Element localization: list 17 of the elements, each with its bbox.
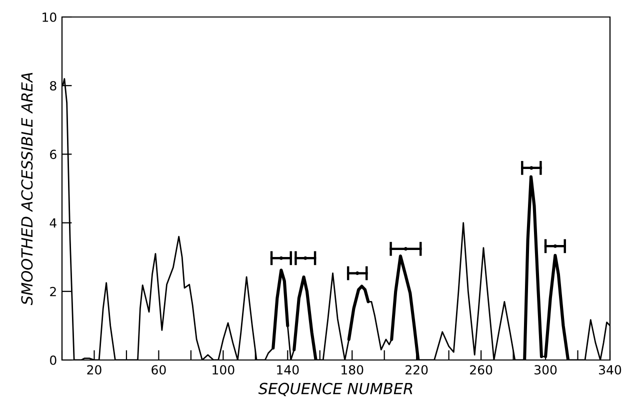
- x-tick-label: 340: [599, 365, 622, 375]
- x-tick-label: 260: [470, 365, 492, 375]
- y-tick-label: 8: [50, 81, 56, 91]
- x-tick-label: 180: [342, 365, 364, 375]
- x-tick-label: 20: [87, 365, 102, 375]
- y-tick-label: 6: [50, 150, 56, 160]
- x-tick-label: 220: [406, 365, 428, 375]
- y-tick-label: 10: [42, 12, 56, 22]
- y-axis-title: SMOOTHED ACCESSIBLE AREA: [21, 72, 33, 306]
- y-tick-label: 4: [50, 218, 56, 228]
- x-tick-label: 60: [152, 365, 166, 375]
- x-tick-label: 100: [212, 365, 234, 375]
- x-tick-label: 140: [277, 365, 299, 375]
- x-tick-label: 300: [534, 365, 557, 375]
- y-tick-label: 2: [50, 286, 56, 296]
- y-tick-label: 0: [50, 355, 56, 365]
- x-axis-title: SEQUENCE NUMBER: [258, 382, 412, 396]
